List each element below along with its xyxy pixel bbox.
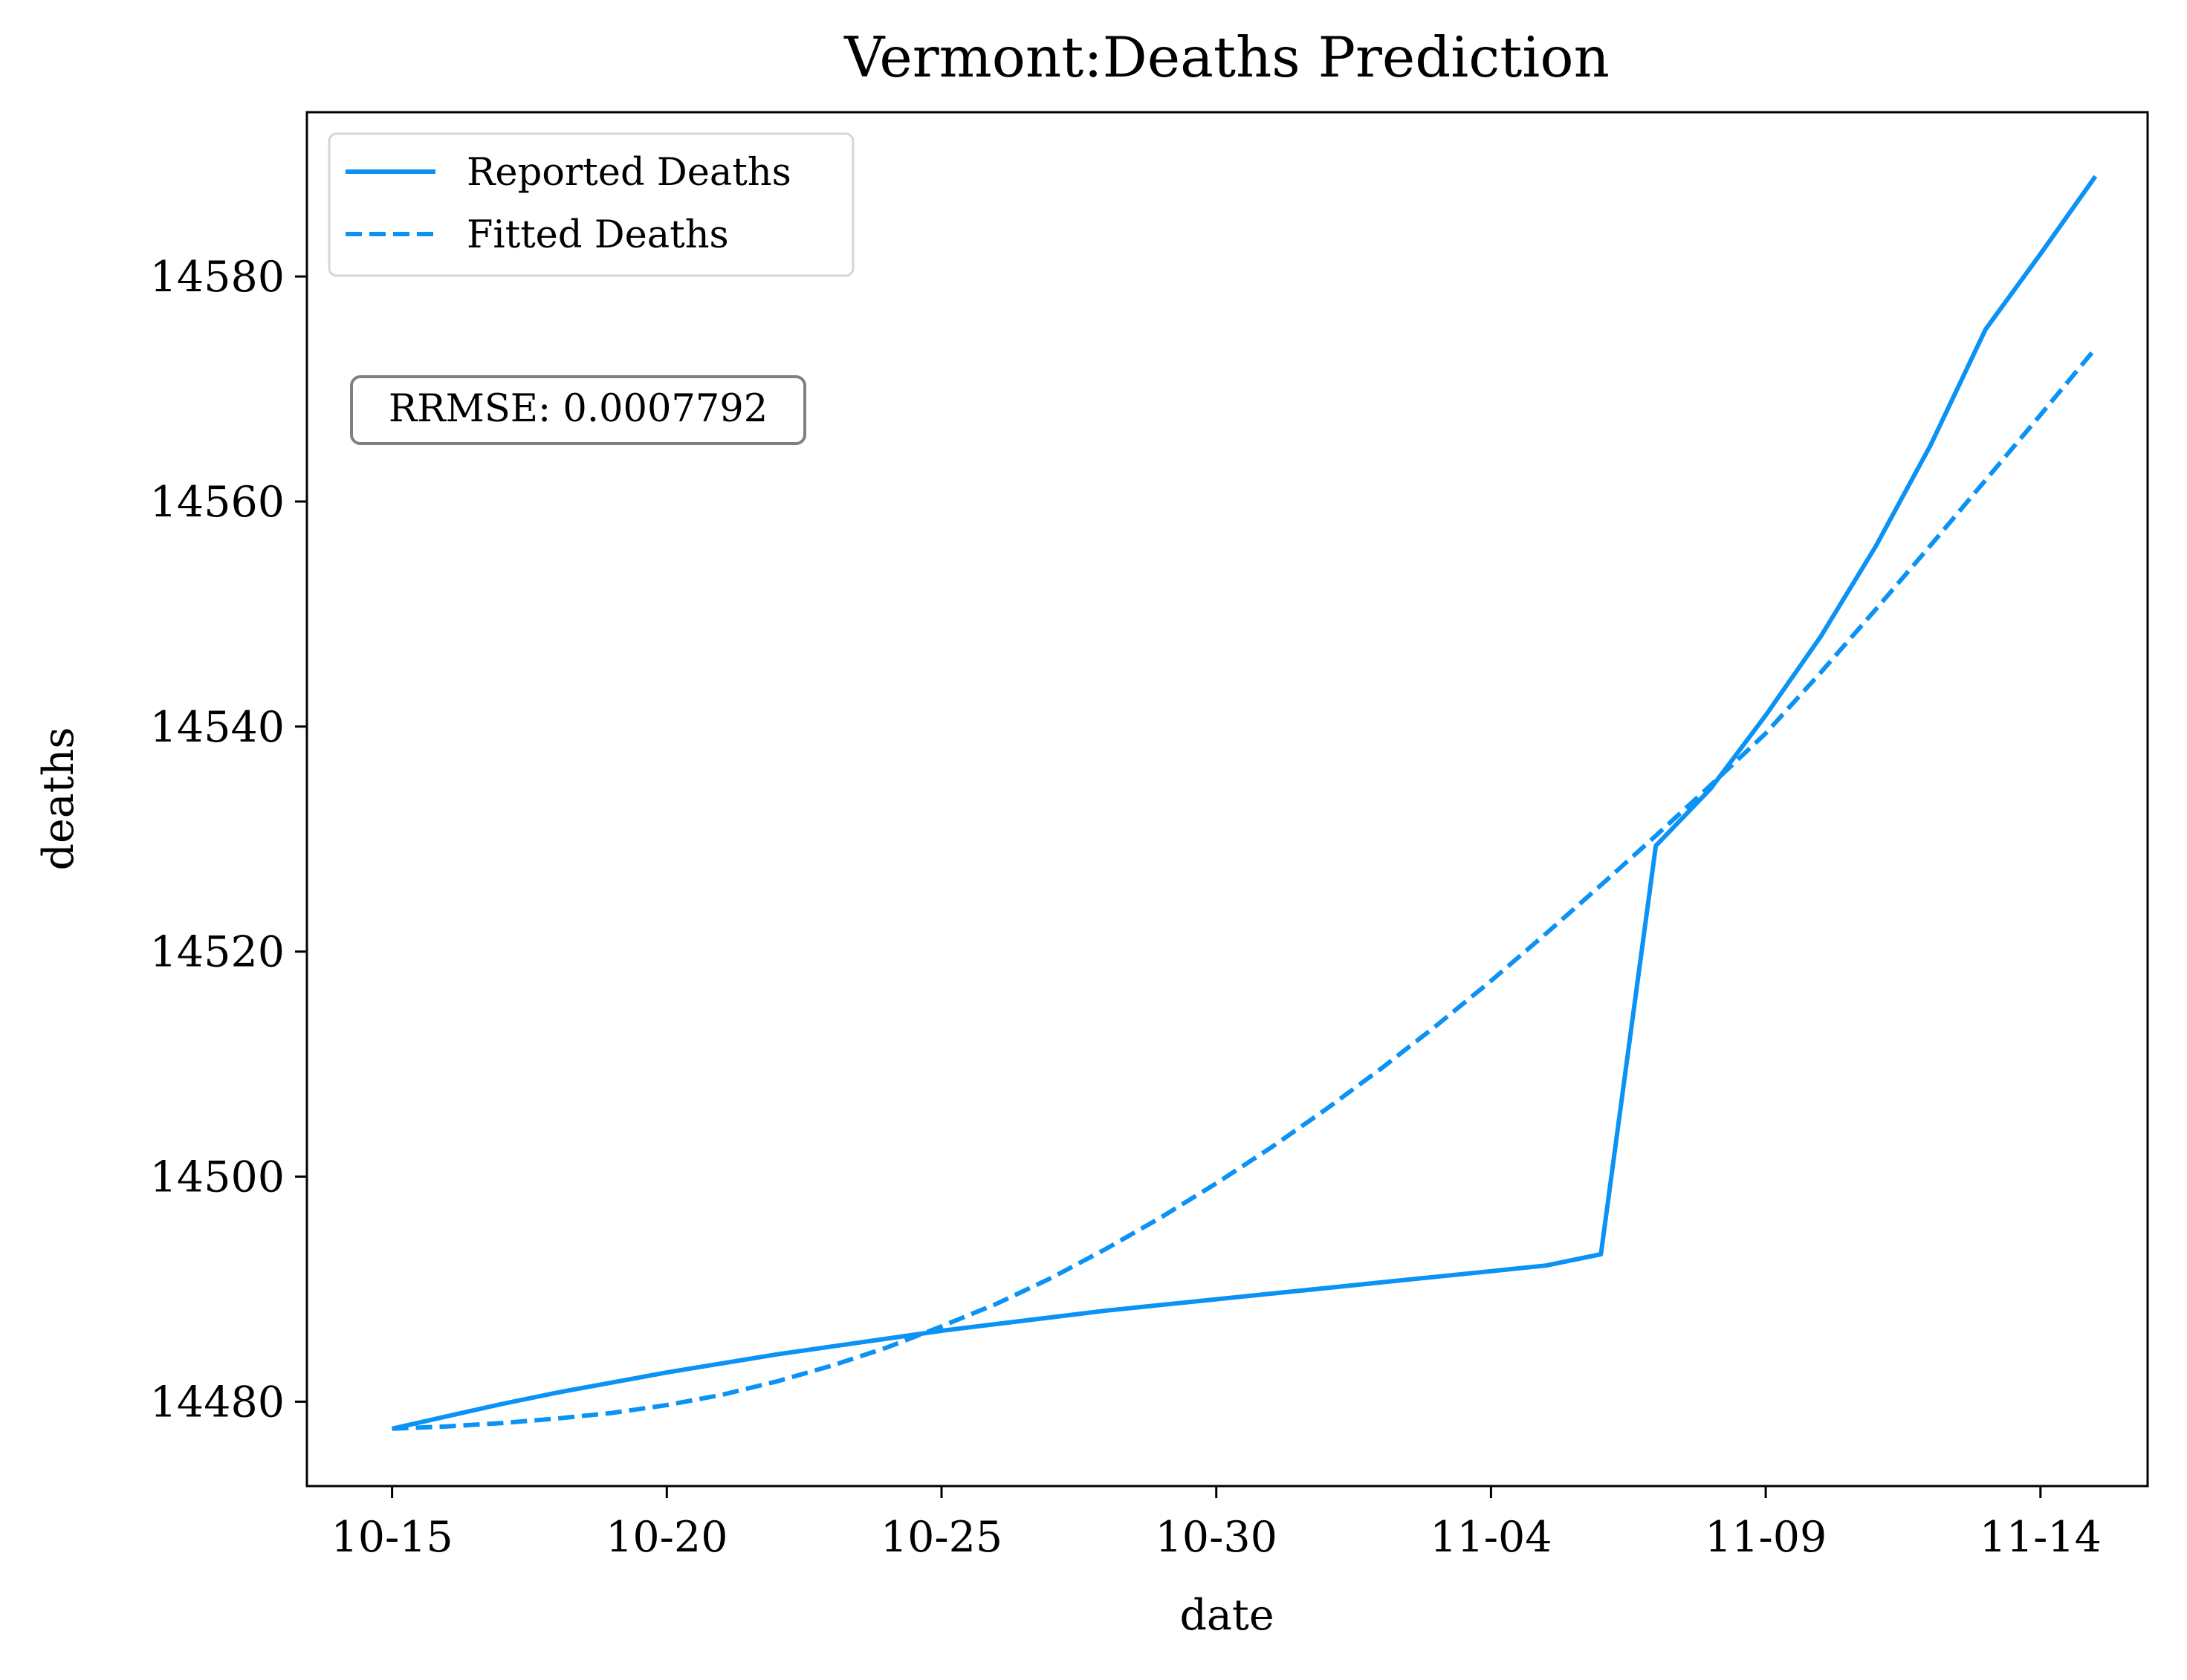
x-tick-label: 11-14	[1980, 1513, 2102, 1562]
y-tick-label: 14520	[150, 928, 285, 977]
legend-label-fitted-deaths: Fitted Deaths	[467, 213, 729, 257]
legend-box	[328, 132, 855, 277]
annotation: RRMSE: 0.0007792	[350, 375, 806, 445]
y-tick-label: 14540	[150, 703, 285, 752]
chart-title: Vermont:Deaths Prediction	[843, 25, 1610, 90]
x-tick-label: 10-15	[331, 1513, 453, 1562]
legend-label-reported-deaths: Reported Deaths	[467, 151, 791, 195]
x-axis-label: date	[1179, 1591, 1274, 1640]
series-line-reported-deaths	[391, 175, 2098, 1431]
series-layer	[391, 175, 2098, 1431]
x-axis-ticks: 10-15 10-20 10-25 10-30 11-04 11-09 11-14	[331, 1486, 2102, 1562]
y-axis-ticks: 14480 14500 14520 14540 14560 14580	[150, 253, 307, 1427]
x-tick-label: 10-25	[881, 1513, 1002, 1562]
x-tick-label: 10-20	[606, 1513, 728, 1562]
x-tick-label: 11-09	[1705, 1513, 1827, 1562]
plot-area-frame	[305, 111, 2149, 1488]
annotation-text: RRMSE: 0.0007792	[389, 387, 768, 431]
y-tick-label: 14480	[150, 1378, 285, 1427]
legend: Reported Deaths Fitted Deaths	[328, 132, 855, 277]
annotation-box	[350, 375, 806, 445]
y-axis-label: deaths	[34, 727, 83, 870]
x-tick-label: 10-30	[1156, 1513, 1277, 1562]
x-tick-label: 11-04	[1430, 1513, 1552, 1562]
y-tick-label: 14500	[150, 1153, 285, 1202]
y-tick-label: 14560	[150, 478, 285, 527]
y-tick-label: 14580	[150, 253, 285, 302]
series-line-fitted-deaths	[392, 347, 2098, 1431]
